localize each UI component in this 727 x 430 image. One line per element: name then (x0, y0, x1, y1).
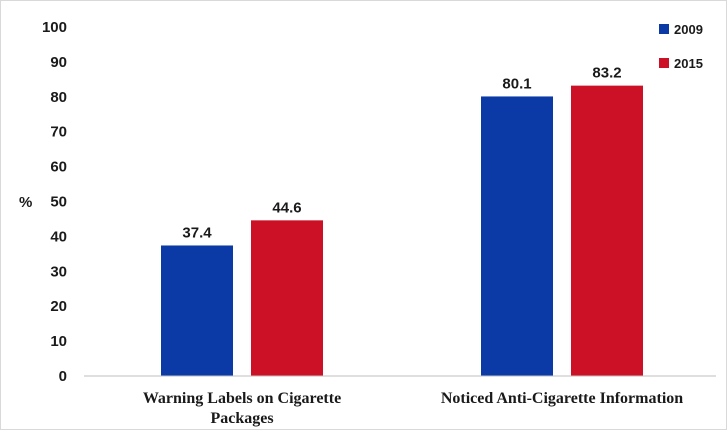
y-tick-label: 80 (50, 89, 67, 106)
y-tick-label: 40 (50, 228, 67, 245)
y-tick-label: 60 (50, 159, 67, 176)
data-label: 37.4 (182, 224, 212, 241)
y-tick-label: 50 (50, 194, 67, 211)
y-tick-label: 90 (50, 54, 67, 71)
y-tick-label: 30 (50, 263, 67, 280)
y-tick-label: 10 (50, 333, 67, 350)
legend-swatch-2015 (659, 58, 669, 68)
x-category-label: Noticed Anti-Cigarette Information (441, 390, 683, 407)
legend: 2009 2015 (659, 22, 703, 71)
legend-swatch-2009 (659, 24, 669, 34)
bar-2015-0 (251, 220, 323, 376)
y-tick-label: 70 (50, 124, 67, 141)
data-label: 83.2 (592, 65, 621, 82)
y-tick-label: 100 (42, 19, 67, 36)
data-label: 80.1 (502, 75, 531, 92)
x-category-label: Warning Labels on Cigarette (143, 390, 341, 407)
data-label: 44.6 (272, 199, 301, 216)
bar-2009-1 (481, 96, 553, 377)
bar-2009-0 (161, 245, 233, 376)
bars-group: 37.4 44.6 80.1 83.2 (161, 65, 643, 377)
y-axis: 0 10 20 30 40 50 60 70 80 90 100 (42, 19, 67, 385)
x-category-label: Packages (210, 410, 273, 427)
bar-2015-1 (571, 85, 643, 377)
x-axis-labels: Warning Labels on Cigarette Packages Notic… (143, 390, 683, 427)
y-tick-label: 0 (59, 368, 67, 385)
legend-label: 2009 (674, 22, 703, 37)
legend-label: 2015 (674, 56, 703, 71)
y-tick-label: 20 (50, 298, 67, 315)
y-axis-label: % (19, 194, 32, 211)
